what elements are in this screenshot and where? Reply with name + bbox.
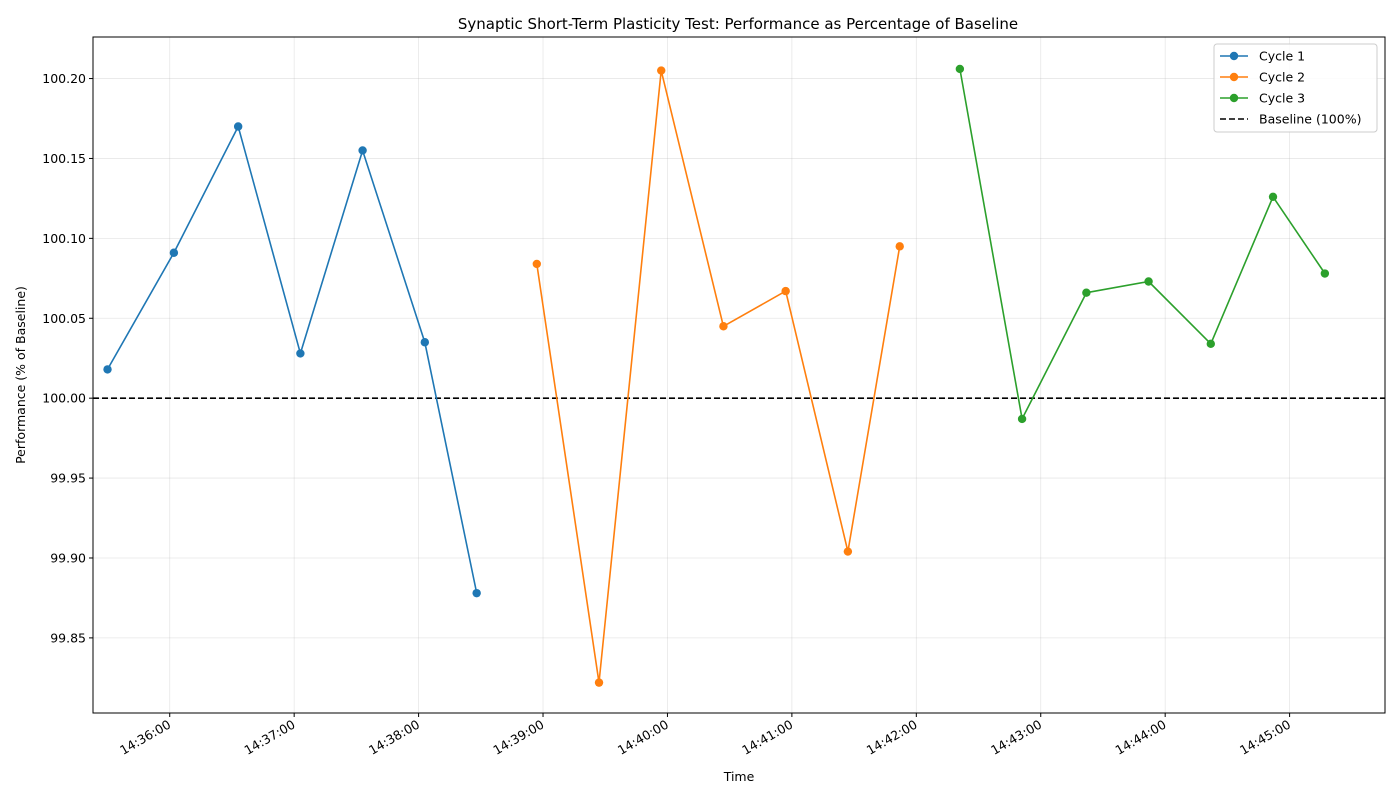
legend-item: Cycle 1 [1220,49,1305,64]
legend-box [1213,43,1378,133]
data-point [103,365,112,374]
series-2 [532,66,904,687]
data-point [296,349,305,358]
x-tick-label: 14:39:00 [490,717,546,758]
legend-swatch-marker [1229,51,1239,61]
x-tick-label: 14:42:00 [864,717,920,758]
y-axis-label: Performance (% of Baseline) [13,286,28,464]
data-point [843,547,853,556]
y-tick-label: 100.20 [42,71,86,86]
data-point [594,678,604,687]
series-1 [103,122,481,598]
y-axis-ticks: 99.85 99.90 99.95 100.00 100.05 100.10 100.15 1… [42,71,93,645]
x-tick-label: 14:40:00 [615,717,671,758]
y-tick-label: 100.00 [42,391,86,406]
y-tick-label: 100.05 [42,311,86,326]
plot-frame [92,36,1386,714]
data-point [420,338,430,347]
data-point [1206,339,1215,349]
data-point [955,64,965,74]
legend-swatch-marker [1229,72,1239,82]
y-tick-label: 99.85 [50,630,86,645]
legend-label: Cycle 3 [1259,91,1305,106]
legend-item: Baseline (100%) [1220,112,1361,127]
legend-label: Baseline (100%) [1259,112,1361,127]
series-line [536,69,901,684]
series-line [106,125,478,594]
data-point [895,242,904,251]
x-tick-label: 14:38:00 [366,717,422,758]
data-point [1082,288,1091,297]
data-point [233,122,243,131]
y-tick-label: 99.95 [50,471,86,486]
data-point [169,248,179,257]
legend-item: Cycle 2 [1220,70,1305,85]
x-tick-label: 14:45:00 [1237,717,1293,758]
x-tick-label: 14:36:00 [117,717,173,758]
series-layer [103,64,1330,687]
data-point [1320,269,1330,278]
data-point [781,286,790,296]
x-tick-label: 14:44:00 [1113,717,1169,758]
chart-title: Synaptic Short-Term Plasticity Test: Per… [458,15,1018,33]
data-point [358,146,367,155]
x-axis-label: Time [723,769,755,784]
data-point [1017,414,1027,424]
legend: Cycle 1 Cycle 2 Cycle 3 Baseline (100%) [1213,43,1378,133]
legend-label: Cycle 1 [1259,49,1305,64]
data-point [532,259,542,269]
data-point [657,66,666,75]
data-point [1268,192,1278,202]
legend-label: Cycle 2 [1259,70,1305,85]
x-tick-label: 14:41:00 [739,717,795,758]
legend-item: Cycle 3 [1220,91,1305,106]
x-axis-ticks: 14:36:00 14:37:00 14:38:00 14:39:00 14:40:00… [117,713,1293,758]
data-point [719,322,728,331]
y-tick-label: 100.10 [42,231,86,246]
y-tick-label: 100.15 [42,151,86,166]
legend-swatch-marker [1229,93,1239,103]
data-point [472,588,481,598]
data-point [1144,277,1153,286]
grid [93,37,1385,713]
x-tick-label: 14:37:00 [242,717,298,758]
y-tick-label: 99.90 [50,550,86,565]
x-tick-label: 14:43:00 [988,717,1044,758]
series-3 [955,64,1330,424]
